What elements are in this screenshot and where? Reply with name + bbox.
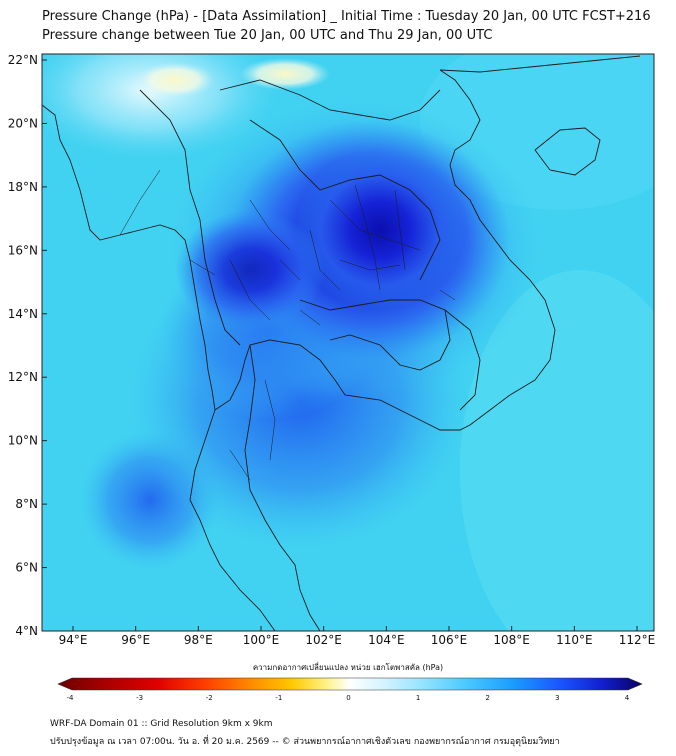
lon-tick-label: 98°E <box>184 633 213 647</box>
border-laos <box>249 119 441 281</box>
colorbar-strip <box>57 677 643 691</box>
china-coast <box>439 55 641 73</box>
colorbar-tick-label: -1 <box>275 694 282 700</box>
coastline-gulf <box>214 339 471 431</box>
lon-tick-label: 110°E <box>556 633 593 647</box>
colorbar-tick-label: 1 <box>416 694 420 700</box>
lat-tick-label: 12°N <box>8 370 38 384</box>
lon-tick-label: 104°E <box>368 633 405 647</box>
lon-tick-label: 100°E <box>243 633 280 647</box>
map-figure: 4°N 6°N 8°N 10°N 12°N 14°N 16°N 18°N 20°N 22°N 94… <box>8 53 656 700</box>
lat-tick-label: 22°N <box>8 53 38 67</box>
lat-tick-label: 16°N <box>8 243 38 257</box>
lon-tick-label: 106°E <box>431 633 468 647</box>
lat-tick-label: 8°N <box>15 497 38 511</box>
footer-credit: ปรับปรุงข้อมูล ณ เวลา 07:00น. วัน อ. ที่… <box>50 737 560 747</box>
colorbar-ticks: -4 -3 -2 -1 0 1 2 3 4 <box>67 694 630 700</box>
colorbar-tick-label: 0 <box>346 694 350 700</box>
longitude-labels: 94°E 96°E 98°E 100°E 102°E 104°E 106°E 108°E 110… <box>59 626 656 647</box>
colorbar-tick-label: -3 <box>136 694 143 700</box>
coastline-vietnam <box>439 69 556 426</box>
coastline-peninsula-east <box>244 344 321 631</box>
coastline-west <box>42 104 276 631</box>
colorbar-tick-label: 3 <box>555 694 559 700</box>
province-lines <box>119 169 456 481</box>
colorbar <box>57 677 643 691</box>
lon-tick-label: 102°E <box>305 633 342 647</box>
lon-tick-label: 108°E <box>493 633 530 647</box>
lat-tick-label: 4°N <box>15 624 38 638</box>
lon-tick-label: 94°E <box>59 633 88 647</box>
border-thai-cambodia <box>299 299 451 371</box>
pressure-field <box>42 54 654 631</box>
colorbar-tick-label: 4 <box>625 694 630 700</box>
lat-tick-label: 10°N <box>8 434 38 448</box>
colorbar-title: ความกดอากาศเปลี่ยนแปลง หน่วย เฮกโตพาสคัล… <box>253 661 443 672</box>
map-frame <box>41 53 655 632</box>
colorbar-tick-label: -2 <box>206 694 213 700</box>
hainan-island <box>534 127 601 176</box>
country-borders <box>42 55 641 631</box>
border-myanmar-thailand <box>139 89 241 346</box>
border-north <box>219 79 441 121</box>
lat-tick-label: 18°N <box>8 180 38 194</box>
lon-tick-label: 96°E <box>121 633 150 647</box>
colorbar-tick-label: -4 <box>67 694 75 700</box>
lat-tick-label: 20°N <box>8 116 38 130</box>
lon-tick-label: 112°E <box>619 633 656 647</box>
map-title: Pressure Change (hPa) - [Data Assimilati… <box>42 9 651 24</box>
lat-tick-label: 6°N <box>15 561 38 575</box>
border-cambodia-vietnam <box>444 309 481 411</box>
footer-model-info: WRF-DA Domain 01 :: Grid Resolution 9km … <box>50 719 273 729</box>
colorbar-tick-label: 2 <box>486 694 490 700</box>
lat-tick-label: 14°N <box>8 307 38 321</box>
map-subtitle: Pressure change between Tue 20 Jan, 00 U… <box>42 28 493 43</box>
latitude-labels: 4°N 6°N 8°N 10°N 12°N 14°N 16°N 18°N 20°N 22°N <box>8 53 47 638</box>
